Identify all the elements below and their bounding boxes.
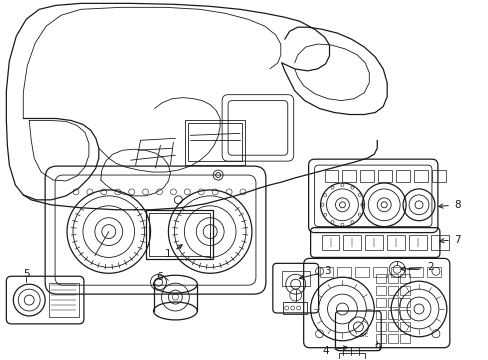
Bar <box>365 235 383 251</box>
Bar <box>319 267 333 277</box>
Bar <box>342 170 356 182</box>
Bar <box>387 274 397 283</box>
Bar <box>375 274 386 283</box>
Bar <box>399 286 409 295</box>
Bar <box>399 274 409 283</box>
Bar <box>324 170 338 182</box>
Bar <box>375 310 386 319</box>
Text: 2: 2 <box>400 262 433 272</box>
Bar <box>399 322 409 331</box>
Text: 3: 3 <box>299 266 330 279</box>
Bar <box>387 286 397 295</box>
Bar <box>355 267 368 277</box>
Bar <box>339 353 365 360</box>
Bar <box>399 298 409 307</box>
Text: A/C: A/C <box>359 332 368 337</box>
Bar <box>399 310 409 319</box>
Bar <box>387 322 397 331</box>
Bar <box>343 235 361 251</box>
Bar <box>375 298 386 307</box>
Text: 1: 1 <box>165 245 182 260</box>
Bar <box>49 283 79 317</box>
Bar <box>431 170 445 182</box>
Bar <box>395 170 409 182</box>
Bar <box>145 210 213 260</box>
Bar <box>375 322 386 331</box>
Bar <box>185 121 244 165</box>
Text: 7: 7 <box>439 234 460 244</box>
Bar <box>408 235 426 251</box>
Bar <box>387 310 397 319</box>
Bar <box>375 286 386 295</box>
Bar <box>413 170 427 182</box>
Text: 4: 4 <box>322 346 347 356</box>
Bar <box>377 170 391 182</box>
Bar <box>390 267 404 277</box>
Bar <box>321 235 339 251</box>
Bar <box>386 235 404 251</box>
Text: 6: 6 <box>156 272 163 282</box>
Bar <box>408 267 422 277</box>
Bar <box>360 170 373 182</box>
Bar <box>148 213 210 256</box>
Bar <box>281 271 309 286</box>
Bar <box>430 235 448 251</box>
Text: 9: 9 <box>373 343 380 353</box>
Bar <box>372 267 386 277</box>
Bar <box>375 334 386 343</box>
Text: 8: 8 <box>438 200 460 210</box>
Text: 5: 5 <box>23 269 29 279</box>
Bar <box>426 267 440 277</box>
Bar <box>399 334 409 343</box>
Bar <box>387 334 397 343</box>
Bar <box>282 302 306 314</box>
Bar <box>188 123 242 161</box>
Bar <box>337 267 351 277</box>
Bar <box>387 298 397 307</box>
